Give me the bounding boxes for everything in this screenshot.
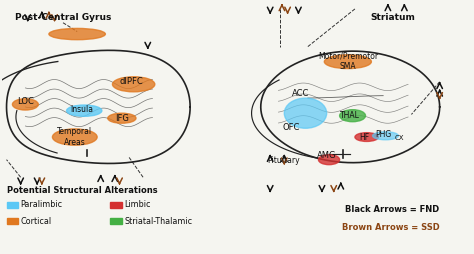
Text: CX: CX <box>395 135 404 141</box>
Text: LOC: LOC <box>17 97 34 106</box>
Ellipse shape <box>49 28 105 40</box>
Text: Striatum: Striatum <box>370 13 415 22</box>
Text: Temporal
Areas: Temporal Areas <box>57 127 92 147</box>
Text: Insula: Insula <box>70 105 93 114</box>
Text: ACC: ACC <box>292 89 310 98</box>
FancyBboxPatch shape <box>7 218 18 224</box>
Ellipse shape <box>355 133 378 141</box>
FancyBboxPatch shape <box>110 202 122 208</box>
Text: Pituitary: Pituitary <box>267 156 300 165</box>
Text: Cortical: Cortical <box>21 217 52 226</box>
FancyBboxPatch shape <box>110 218 122 224</box>
Ellipse shape <box>53 129 97 145</box>
Text: Limbic: Limbic <box>124 200 151 209</box>
Text: IFG: IFG <box>115 114 129 123</box>
Ellipse shape <box>284 98 327 128</box>
Text: dIPFC: dIPFC <box>119 77 143 86</box>
Text: Paralimbic: Paralimbic <box>21 200 63 209</box>
FancyBboxPatch shape <box>7 202 18 208</box>
Ellipse shape <box>339 110 365 122</box>
Ellipse shape <box>66 105 102 116</box>
Text: PHG: PHG <box>375 130 391 139</box>
Text: AMG: AMG <box>317 151 337 160</box>
Ellipse shape <box>319 155 339 165</box>
Text: Post-Central Gyrus: Post-Central Gyrus <box>15 13 111 22</box>
Ellipse shape <box>108 113 136 123</box>
Ellipse shape <box>373 132 399 140</box>
Text: Brown Arrows = SSD: Brown Arrows = SSD <box>342 223 440 232</box>
Text: HF: HF <box>359 133 369 141</box>
Text: OFC: OFC <box>283 122 300 132</box>
Ellipse shape <box>324 55 372 69</box>
Text: Black Arrows = FND: Black Arrows = FND <box>346 205 440 214</box>
Text: THAL: THAL <box>340 111 360 120</box>
Ellipse shape <box>112 77 155 92</box>
Text: Striatal-Thalamic: Striatal-Thalamic <box>124 217 192 226</box>
Ellipse shape <box>12 99 38 110</box>
Text: Motor/Premotor
SMA: Motor/Premotor SMA <box>318 52 378 71</box>
Text: Potential Structural Alterations: Potential Structural Alterations <box>7 186 157 195</box>
